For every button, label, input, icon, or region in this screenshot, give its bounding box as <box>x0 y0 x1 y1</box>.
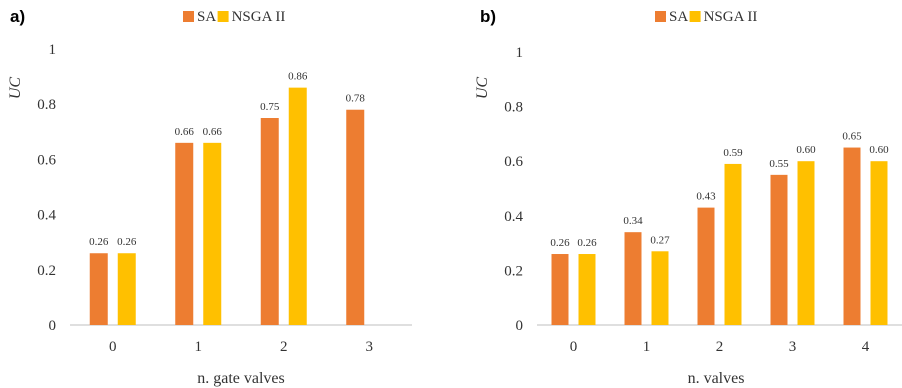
y-tick-label: 0.2 <box>37 263 56 279</box>
data-label: 0.26 <box>550 237 570 249</box>
bar-sa-3 <box>770 174 788 325</box>
data-label: 0.26 <box>577 237 597 249</box>
data-label: 0.66 <box>175 126 195 138</box>
bar-sa-4 <box>843 147 861 325</box>
x-tick-label: 2 <box>716 339 724 355</box>
data-label: 0.34 <box>623 215 643 227</box>
bar-nsga-ii-4 <box>870 161 888 325</box>
x-axis-title: n. gate valves <box>197 370 285 387</box>
x-tick-label: 1 <box>195 339 203 355</box>
x-tick-label: 3 <box>789 339 797 355</box>
y-tick-label: 0.4 <box>37 208 56 224</box>
y-tick-label: 1 <box>49 42 57 58</box>
bar-nsga-ii-0 <box>578 254 596 325</box>
y-axis-title: UC <box>7 77 24 100</box>
legend: SA NSGA II <box>183 9 285 25</box>
panel-label: a) <box>10 7 25 26</box>
data-label: 0.86 <box>288 71 308 83</box>
bar-sa-3 <box>346 109 365 325</box>
legend-label: SA <box>669 9 688 25</box>
bar-nsga-ii-2 <box>288 87 307 325</box>
legend: SA NSGA II <box>655 9 757 25</box>
x-tick-label: 1 <box>643 339 651 355</box>
data-label: 0.66 <box>203 126 223 138</box>
x-tick-label: 0 <box>570 339 578 355</box>
legend-label: SA <box>197 9 216 25</box>
legend-label: NSGA II <box>232 9 286 25</box>
bar-sa-2 <box>697 207 715 325</box>
x-tick-label: 2 <box>280 339 288 355</box>
x-axis-title: n. valves <box>688 370 745 387</box>
chart-panel-0: a) SA NSGA II 0 0.2 0.4 0.6 0.8 1 UC 0.26 0.26 0 0.66… <box>7 7 412 387</box>
bar-nsga-ii-1 <box>651 251 669 325</box>
y-tick-label: 0.2 <box>504 263 523 279</box>
data-label: 0.60 <box>869 144 889 156</box>
data-label: 0.75 <box>260 101 280 113</box>
data-label: 0.65 <box>842 131 862 143</box>
panel-label: b) <box>480 7 496 26</box>
data-label: 0.78 <box>346 93 366 105</box>
bar-nsga-ii-3 <box>797 161 815 325</box>
y-tick-label: 1 <box>516 45 524 61</box>
y-tick-label: 0.4 <box>504 209 523 225</box>
data-label: 0.26 <box>89 236 109 248</box>
y-tick-label: 0 <box>49 318 57 334</box>
bar-nsga-ii-1 <box>203 142 222 325</box>
y-tick-label: 0.8 <box>37 97 56 113</box>
legend-swatch-nsga-ii <box>217 11 229 22</box>
legend-label: NSGA II <box>704 9 758 25</box>
data-label: 0.60 <box>796 144 816 156</box>
bar-nsga-ii-0 <box>117 253 136 325</box>
data-label: 0.26 <box>117 236 137 248</box>
x-tick-label: 0 <box>109 339 117 355</box>
bar-sa-1 <box>624 232 642 325</box>
data-label: 0.59 <box>723 147 743 159</box>
legend-swatch-sa <box>655 11 666 22</box>
legend-swatch-sa <box>183 11 194 22</box>
bar-sa-1 <box>175 142 194 325</box>
bar-sa-2 <box>260 118 279 325</box>
data-label: 0.43 <box>696 191 716 203</box>
x-tick-label: 4 <box>862 339 870 355</box>
bar-nsga-ii-2 <box>724 163 742 325</box>
bar-sa-0 <box>551 254 569 325</box>
data-label: 0.55 <box>769 158 789 170</box>
legend-swatch-nsga-ii <box>689 11 701 22</box>
y-tick-label: 0 <box>516 318 524 334</box>
chart-panel-1: b) SA NSGA II 0 0.2 0.4 0.6 0.8 1 UC 0.26 0.26 0 0.34… <box>474 7 902 387</box>
data-label: 0.27 <box>650 234 670 246</box>
bar-sa-0 <box>89 253 108 325</box>
y-tick-label: 0.8 <box>504 100 523 116</box>
y-tick-label: 0.6 <box>504 154 523 170</box>
y-tick-label: 0.6 <box>37 152 56 168</box>
y-axis-title: UC <box>474 77 491 100</box>
x-tick-label: 3 <box>366 339 374 355</box>
